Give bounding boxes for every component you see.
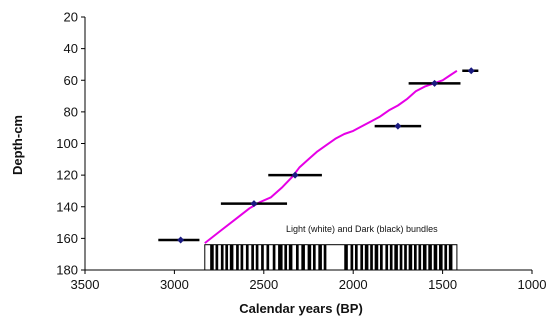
dark-bundle-band [229,244,234,270]
data-point [431,79,439,87]
dark-bundle-band [323,244,327,270]
data-point [250,200,258,208]
dark-bundle-band [312,244,316,270]
age-model-curve [204,69,458,244]
dark-bundle-band [251,244,254,270]
data-point [177,236,185,244]
dark-bundle-band [255,244,259,270]
dark-bundle-band [245,244,249,270]
dark-bundle-band [272,244,276,270]
dark-bundle-band [261,244,264,270]
y-tick-label: 140 [56,199,78,214]
dark-bundle-band [215,244,219,270]
data-point [467,67,475,75]
x-axis-title: Calendar years (BP) [239,301,363,316]
x-tick-label: 3500 [71,277,100,292]
y-tick-label: 180 [56,263,78,278]
data-point [394,122,402,130]
dark-bundle-band [210,244,214,270]
data-point [291,171,299,179]
y-tick-label: 120 [56,168,78,183]
dark-bundle-band [344,244,348,270]
dark-bundle-band [404,244,407,270]
y-tick-label: 100 [56,136,78,151]
y-tick-label: 20 [64,10,78,25]
dark-bundle-band [428,244,432,270]
dark-bundle-band [266,244,270,270]
x-tick-label: 2000 [339,277,368,292]
dark-bundle-band [354,244,358,270]
x-tick-label: 1000 [518,277,547,292]
dark-bundle-band [318,244,322,270]
dark-bundle-band [360,244,364,270]
dark-bundle-band [433,244,438,270]
dark-bundle-band [374,244,379,270]
y-tick-label: 60 [64,73,78,88]
dark-bundle-band [307,244,312,270]
dark-bundle-band [284,244,288,270]
dark-bundle-band [301,244,305,270]
dark-bundle-band [422,244,427,270]
dark-bundle-band [236,244,239,270]
dark-bundle-band [418,244,422,270]
dark-bundle-band [370,244,373,270]
y-axis-title: Depth-cm [10,115,25,175]
dark-bundle-band [399,244,403,270]
dark-bundle-band [295,244,299,270]
dark-bundle-band [408,244,413,270]
y-tick-label: 40 [64,41,78,56]
dark-bundle-band [240,244,244,270]
dark-bundle-band [394,244,398,270]
dark-bundle-band [389,244,393,270]
dark-bundle-band [439,244,443,270]
dark-bundle-band [225,244,229,270]
x-tick-label: 1500 [428,277,457,292]
dark-bundle-band [288,244,293,270]
dark-bundle-band [278,244,283,270]
dated-points [158,67,479,244]
dark-bundle-band [220,244,224,270]
dark-bundle-band [380,244,383,270]
curve-line [204,69,458,244]
dark-bundle-band [413,244,417,270]
dark-bundle-band [444,244,448,270]
dark-bundle-band [364,244,369,270]
dark-bundle-band [448,244,453,270]
y-tick-label: 160 [56,231,78,246]
dark-bundle-band [385,244,389,270]
bundle-bar [204,244,458,271]
y-tick-label: 80 [64,104,78,119]
x-tick-label: 2500 [249,277,278,292]
dark-bundle-band [350,244,354,270]
bundle-bar-label: Light (white) and Dark (black) bundles [286,224,438,234]
x-tick-label: 3000 [160,277,189,292]
